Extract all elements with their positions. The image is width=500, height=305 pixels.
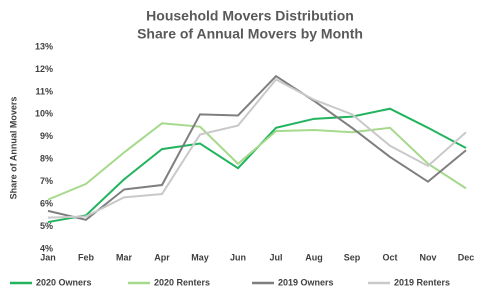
series-line [47,78,467,219]
x-tick-label: Nov [419,252,436,262]
chart-title: Household Movers Distribution [146,8,354,24]
legend-label: 2020 Renters [154,277,210,287]
y-tick-label: 5% [40,221,53,231]
y-tick-label: 8% [40,154,53,164]
x-tick-label: Jun [230,252,246,262]
x-tick-label: Apr [154,252,170,262]
y-tick-label: 13% [35,41,53,51]
legend-label: 2019 Renters [394,277,450,287]
x-tick-label: Jan [40,252,56,262]
y-tick-label: 7% [40,176,53,186]
legend-label: 2020 Owners [36,277,92,287]
x-tick-label: Mar [116,252,133,262]
series-line [47,122,467,201]
legend-label: 2019 Owners [278,277,334,287]
x-tick-label: Aug [305,252,323,262]
y-tick-label: 12% [35,64,53,74]
x-tick-label: Sep [344,252,361,262]
y-tick-label: 11% [35,86,53,96]
y-tick-label: 10% [35,109,53,119]
chart-subtitle: Share of Annual Movers by Month [137,26,363,42]
x-tick-label: Feb [78,252,95,262]
y-tick-label: 9% [40,131,53,141]
x-tick-label: Dec [458,252,475,262]
series-line [47,74,467,221]
y-tick-label: 4% [40,243,53,253]
x-tick-label: May [191,252,209,262]
x-tick-label: Jul [269,252,282,262]
y-tick-label: 6% [40,198,53,208]
y-axis-title: Share of Annual Movers [8,97,18,200]
x-tick-label: Oct [382,252,397,262]
